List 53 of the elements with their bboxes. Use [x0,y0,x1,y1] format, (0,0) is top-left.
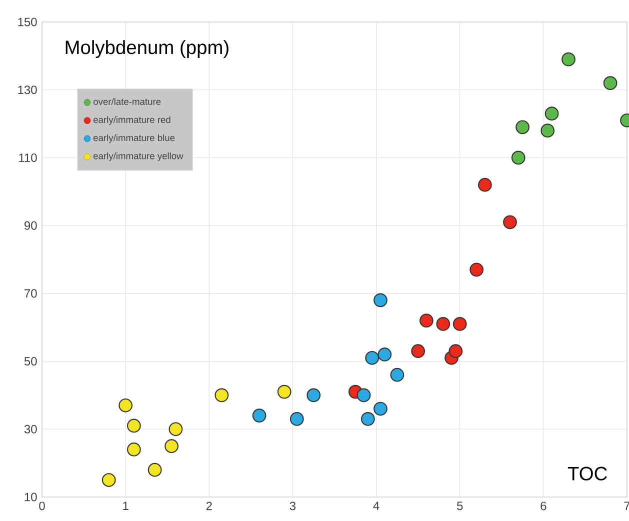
point [168,422,183,436]
x-axis-title: TOC [568,466,607,480]
point [126,418,141,433]
y-tick-label: 70 [24,289,37,298]
point [360,412,375,426]
point [478,178,492,192]
point [452,317,467,331]
point [306,388,321,402]
point [562,52,576,66]
point [374,293,388,308]
y-tick-label: 150 [18,18,37,26]
point [540,124,555,138]
point [356,388,371,402]
point [511,150,526,165]
point [436,317,450,331]
point [516,120,530,134]
point [390,368,404,382]
point [214,388,229,402]
legend-label: early/immature red [94,116,170,125]
point [252,408,266,422]
point [544,106,559,121]
text: Molybdenum (ppm) [66,40,228,58]
point [448,344,463,358]
point [277,384,292,399]
point [378,348,392,362]
x-tick-label: 4 [373,502,380,510]
point [118,398,133,412]
y-tick-label: 10 [24,492,37,502]
point [419,314,434,328]
point [102,473,116,487]
point [470,262,484,277]
point [365,350,380,365]
point [374,402,388,416]
point [290,412,304,426]
x-tick-label: 0 [39,502,45,510]
point [411,344,426,358]
y-tick-label: 130 [18,86,37,94]
y-tick-label: 90 [24,221,37,230]
x-tick-label: 5 [457,502,463,510]
y-tick-label: 110 [19,153,37,162]
point [164,439,178,454]
y-tick-label: 50 [24,357,37,366]
legend-label: early/immature blue [94,134,175,143]
x-tick-label: 3 [290,502,296,510]
legend-label: over/late-mature [94,98,161,105]
point [126,442,141,456]
point [148,462,162,477]
x-tick-label: 6 [540,502,546,510]
x-tick-label: 1 [123,502,128,510]
x-tick-label: 2 [206,502,212,510]
point [503,215,517,230]
y-tick-label: 30 [24,424,37,434]
legend-label: early/immature yellow [94,152,184,162]
